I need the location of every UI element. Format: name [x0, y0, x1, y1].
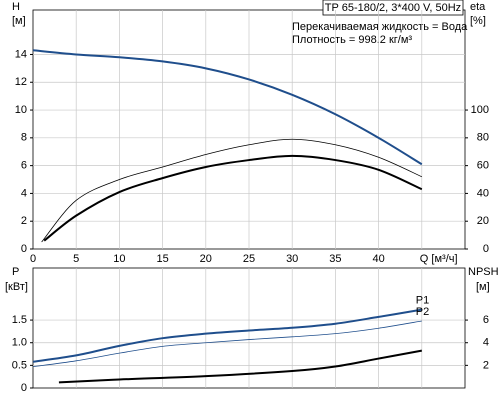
y2-tick-label: 20 — [477, 215, 489, 227]
curve — [43, 154, 423, 242]
y-tick-label: 0 — [21, 243, 27, 255]
x-tick-label: 0 — [30, 253, 36, 265]
y-tick-label: 0 — [21, 382, 27, 394]
y-tick-label: 0.5 — [12, 359, 27, 371]
y-tick-label: 2 — [21, 215, 27, 227]
y-tick-label: 12 — [15, 76, 27, 88]
curve — [32, 49, 423, 166]
y-tick-label: 1.0 — [12, 337, 27, 349]
y2-tick-label: 60 — [477, 160, 489, 172]
y2-label: eta — [470, 1, 486, 13]
y2-tick-label: 2 — [483, 359, 489, 371]
curve-label: P1 — [416, 295, 429, 307]
x-tick-label: 15 — [156, 253, 168, 265]
y-tick-label: 1.5 — [12, 314, 27, 326]
x-tick-label: 10 — [113, 253, 125, 265]
y-tick-label: 10 — [15, 104, 27, 116]
y2-tick-label: 100 — [471, 104, 489, 116]
y-label: P — [12, 266, 19, 278]
chart-title: TP 65-180/2, 3*400 V, 50Hz — [325, 2, 461, 14]
x-tick-label: 5 — [73, 253, 79, 265]
curve-label: P2 — [416, 306, 429, 318]
x-tick-label: 30 — [286, 253, 298, 265]
curve — [58, 349, 422, 384]
curve — [32, 308, 422, 363]
y-label: H — [12, 1, 20, 13]
y2-unit: [м] — [476, 281, 490, 293]
y2-unit: [%] — [470, 15, 486, 27]
x-tick-label: 35 — [329, 253, 341, 265]
y2-tick-label: 0 — [483, 243, 489, 255]
y-unit: [кВт] — [5, 281, 28, 293]
curve — [41, 138, 422, 243]
y-unit: [м] — [12, 15, 26, 27]
x-tick-label: 20 — [200, 253, 212, 265]
y-tick-label: 14 — [15, 48, 27, 60]
y-tick-label: 6 — [21, 160, 27, 172]
y2-tick-label: 40 — [477, 187, 489, 199]
y2-label: NPSH — [468, 266, 499, 278]
x-tick-label: Q [м³/ч] — [420, 253, 458, 265]
annotation: Плотность = 998.2 кг/м³ — [292, 34, 412, 46]
x-tick-label: 25 — [243, 253, 255, 265]
y2-tick-label: 6 — [483, 314, 489, 326]
curve — [32, 320, 422, 368]
y-tick-label: 4 — [21, 187, 27, 199]
y2-tick-label: 4 — [483, 337, 489, 349]
annotation: Перекачиваемая жидкость = Вода — [292, 21, 468, 33]
y2-tick-label: 80 — [477, 132, 489, 144]
y-tick-label: 8 — [21, 132, 27, 144]
x-tick-label: 40 — [372, 253, 384, 265]
title-box — [322, 0, 464, 16]
